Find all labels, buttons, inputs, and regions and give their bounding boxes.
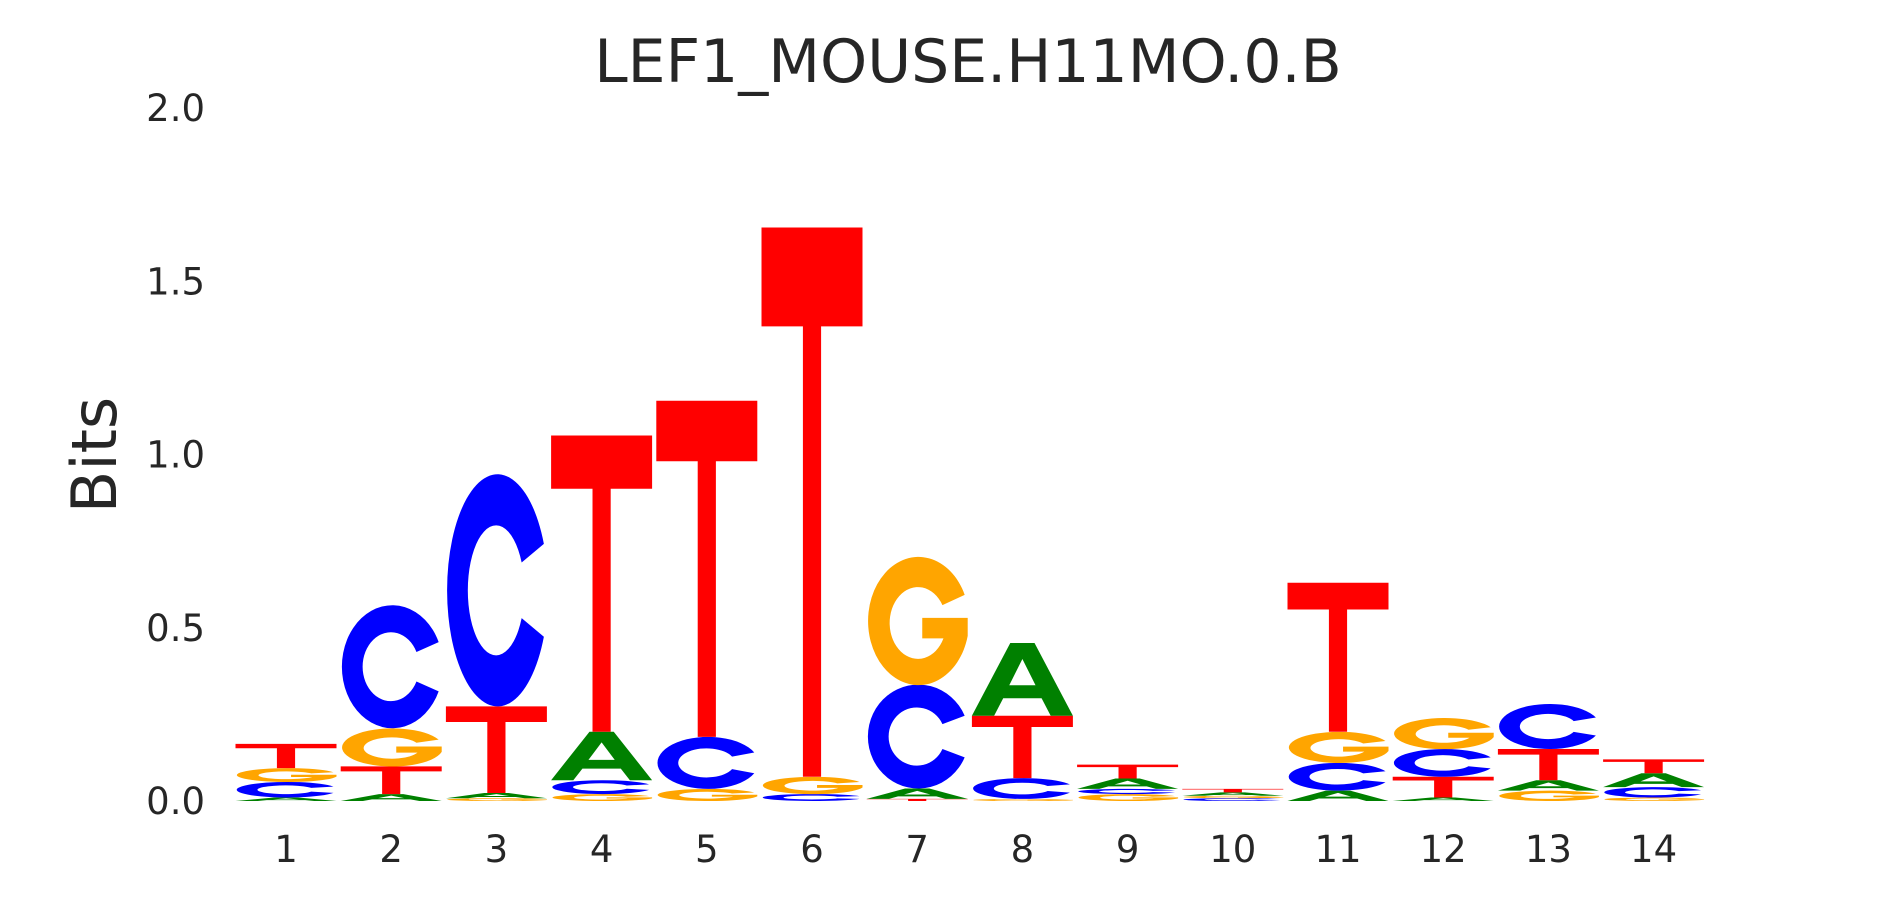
logo-letter-A xyxy=(235,797,337,801)
logo-stack-6 xyxy=(761,227,863,801)
x-tick-label: 12 xyxy=(1420,828,1467,871)
logo-letter-T xyxy=(1497,749,1599,781)
x-tick-label: 11 xyxy=(1314,828,1361,871)
logo-letter-C xyxy=(236,781,334,798)
logo-letter-A xyxy=(971,642,1073,716)
logo-letter-G xyxy=(868,556,968,686)
x-tick-label: 9 xyxy=(1116,828,1140,871)
logo-letter-T xyxy=(656,400,758,737)
y-tick-label: 1.0 xyxy=(146,434,205,477)
x-tick-label: 3 xyxy=(485,828,509,871)
logo-letter-G xyxy=(973,798,1073,802)
x-tick-label: 4 xyxy=(590,828,614,871)
x-tick-label: 5 xyxy=(695,828,719,871)
logo-letter-G xyxy=(552,794,653,802)
logo-letter-A xyxy=(1497,780,1599,791)
logo-letter-G xyxy=(657,788,758,802)
logo-letter-C xyxy=(1604,787,1702,798)
y-axis-label: Bits xyxy=(58,397,131,513)
x-tick-label: 1 xyxy=(274,828,298,871)
x-tick-label: 14 xyxy=(1630,828,1677,871)
logo-letter-A xyxy=(1182,792,1284,796)
logo-letter-C xyxy=(552,780,650,795)
logo-letter-T xyxy=(1182,788,1284,793)
logo-letter-C xyxy=(447,474,544,707)
logo-stack-1 xyxy=(235,743,337,801)
logo-letter-T xyxy=(551,435,653,732)
logo-letter-G xyxy=(762,776,863,795)
logo-letter-A xyxy=(1287,790,1389,801)
x-tick-label: 8 xyxy=(1011,828,1035,871)
x-tick-label: 2 xyxy=(379,828,403,871)
logo-letter-A xyxy=(866,788,968,799)
logo-letter-T xyxy=(1392,776,1494,798)
logo-stack-5 xyxy=(656,400,758,802)
x-tick-label: 13 xyxy=(1525,828,1572,871)
logo-stack-12 xyxy=(1392,717,1494,801)
logo-stack-10 xyxy=(1182,788,1284,801)
y-tick-label: 2.0 xyxy=(146,87,205,130)
logo-letter-C xyxy=(1183,798,1281,801)
logo-letter-C xyxy=(1078,788,1176,795)
logo-letter-C xyxy=(1393,749,1491,777)
logo-stack-11 xyxy=(1287,582,1389,801)
logo-letter-T xyxy=(1077,764,1179,779)
logo-letter-C xyxy=(867,684,965,789)
logo-letter-C xyxy=(657,736,755,789)
logo-letter-A xyxy=(1077,778,1179,789)
logo-stack-14 xyxy=(1603,759,1705,802)
logo-letter-T xyxy=(971,715,1073,779)
logo-letter-T xyxy=(340,766,442,795)
logo-letter-A xyxy=(340,794,442,801)
logo-stack-13 xyxy=(1497,703,1599,802)
x-tick-label: 6 xyxy=(800,828,824,871)
x-tick-label: 10 xyxy=(1209,828,1256,871)
logo-stack-2 xyxy=(340,605,442,801)
y-tick-label: 0.0 xyxy=(146,780,205,823)
logo-letter-T xyxy=(1287,582,1389,732)
logo-letter-T xyxy=(761,227,863,777)
logo-stack-3 xyxy=(445,474,547,802)
logo-letter-A xyxy=(1392,797,1494,801)
logo-letter-A xyxy=(1603,773,1705,788)
x-tick-label: 7 xyxy=(905,828,929,871)
logo-letter-C xyxy=(341,605,439,729)
logo-letter-G xyxy=(1078,794,1179,802)
logo-stack-9 xyxy=(1077,764,1179,802)
logo-letter-G xyxy=(1604,797,1705,802)
logo-stack-8 xyxy=(971,642,1073,802)
logo-letter-G xyxy=(236,768,337,783)
logo-letter-G xyxy=(1288,731,1389,764)
logo-stack-4 xyxy=(551,435,653,802)
y-tick-label: 1.5 xyxy=(146,260,205,303)
logo-letter-T xyxy=(445,706,547,794)
logo-letter-G xyxy=(1183,795,1284,799)
logo-letter-C xyxy=(973,778,1070,799)
y-tick-label: 0.5 xyxy=(146,607,205,650)
logo-letter-G xyxy=(447,798,547,802)
logo-stack-7 xyxy=(866,556,968,801)
logo-letter-T xyxy=(235,743,337,769)
logo-letter-C xyxy=(762,794,860,801)
logo-letter-A xyxy=(551,731,653,781)
logo-letter-C xyxy=(1499,703,1596,750)
logo-letter-T xyxy=(866,798,968,801)
logo-letter-C xyxy=(1288,762,1386,791)
logo-letter-G xyxy=(1499,790,1599,802)
logo-letter-G xyxy=(1394,717,1494,750)
logo-letter-A xyxy=(445,793,547,799)
logo-letter-T xyxy=(1603,759,1705,774)
logo-letter-G xyxy=(342,728,442,767)
chart-title: LEF1_MOUSE.H11MO.0.B xyxy=(594,27,1342,97)
